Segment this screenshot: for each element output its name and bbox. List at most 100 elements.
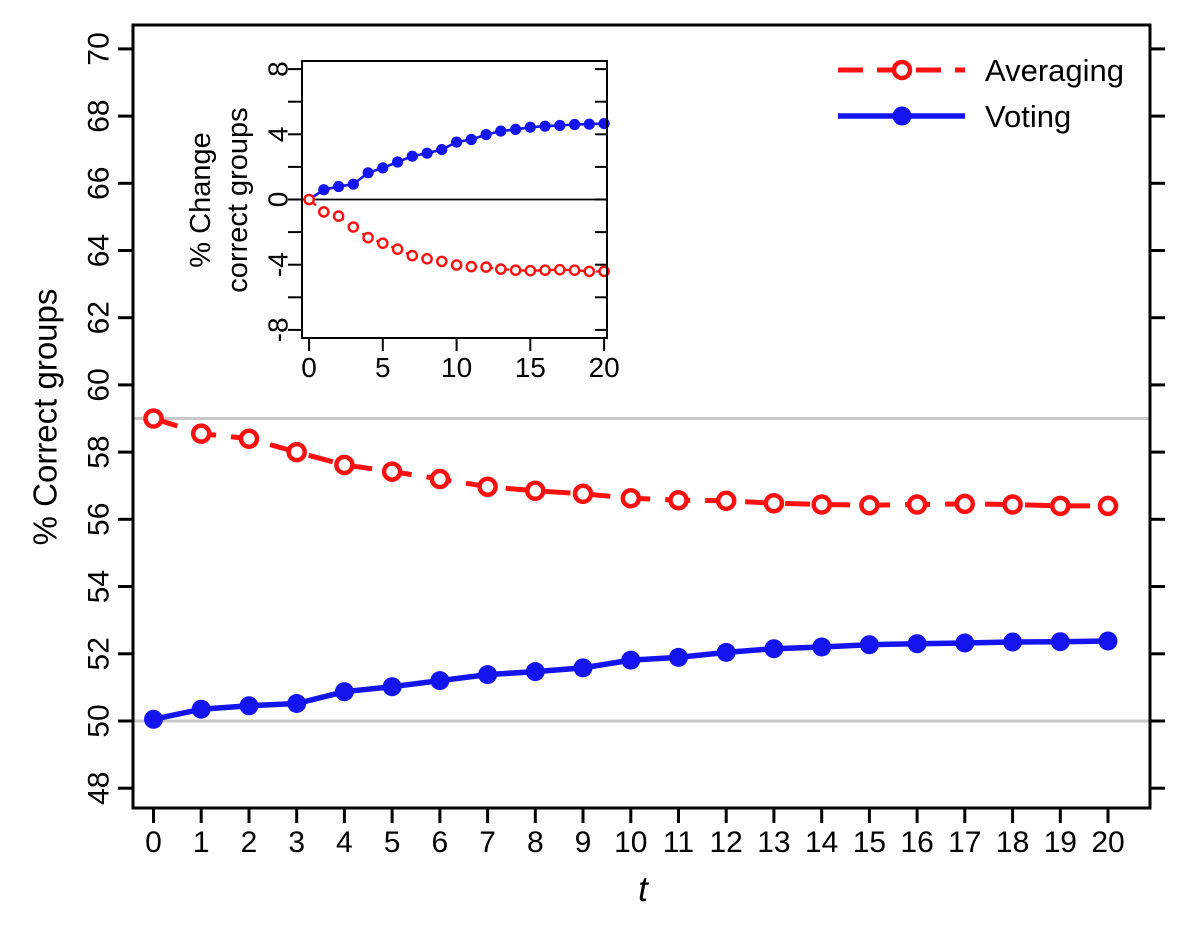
voting-marker bbox=[764, 639, 784, 659]
x-tick-label: 10 bbox=[614, 826, 647, 859]
averaging-marker bbox=[334, 454, 355, 476]
x-tick-label: 20 bbox=[1091, 826, 1124, 859]
y-tick-label: 48 bbox=[83, 772, 116, 805]
averaging-marker bbox=[715, 490, 737, 512]
inset-voting-marker bbox=[406, 150, 418, 162]
averaging-marker bbox=[1097, 495, 1119, 517]
voting-marker bbox=[1098, 631, 1118, 651]
inset-averaging-marker bbox=[509, 264, 522, 277]
voting-marker bbox=[573, 658, 593, 678]
averaging-marker bbox=[906, 494, 928, 515]
inset-voting-marker bbox=[539, 120, 551, 132]
averaging-marker bbox=[572, 483, 594, 505]
inset-voting-marker bbox=[377, 162, 389, 174]
x-tick-label: 15 bbox=[853, 826, 886, 859]
inset-averaging-marker bbox=[450, 259, 463, 271]
main-x-axis-title: t bbox=[638, 870, 649, 909]
x-tick-label: 16 bbox=[900, 826, 933, 859]
main-y-axis-title: % Correct groups bbox=[27, 289, 64, 546]
inset-x-tick-label: 5 bbox=[375, 352, 391, 383]
x-tick-label: 1 bbox=[193, 826, 210, 859]
legend: Averaging Voting bbox=[838, 53, 1124, 134]
inset-voting-marker bbox=[495, 125, 507, 137]
y-tick-label: 68 bbox=[83, 99, 116, 132]
inset-averaging-marker bbox=[435, 255, 448, 268]
voting-marker bbox=[669, 647, 688, 667]
inset-averaging-marker bbox=[376, 237, 389, 249]
voting-marker bbox=[621, 650, 641, 670]
inset-voting-marker bbox=[598, 118, 610, 130]
x-tick-label: 3 bbox=[288, 826, 305, 859]
inset-averaging-marker bbox=[347, 221, 360, 233]
x-tick-label: 14 bbox=[805, 826, 838, 859]
inset-averaging-marker bbox=[465, 260, 478, 273]
averaging-marker bbox=[381, 461, 403, 482]
main-reference-lines bbox=[133, 417, 1150, 723]
y-tick-label: 50 bbox=[83, 704, 116, 737]
inset-voting-marker bbox=[583, 118, 595, 130]
voting-marker bbox=[716, 642, 736, 662]
voting-marker bbox=[239, 696, 259, 716]
inset-x-tick-label: 15 bbox=[515, 352, 546, 383]
inset-averaging-marker bbox=[421, 252, 433, 265]
y-tick-label: 54 bbox=[83, 570, 116, 603]
averaging-marker bbox=[859, 494, 880, 516]
x-tick-label: 0 bbox=[145, 826, 162, 859]
averaging-marker bbox=[143, 408, 164, 429]
inset-averaging-marker bbox=[554, 263, 566, 276]
inset-y-axis-title-line2: correct groups bbox=[222, 107, 254, 292]
x-tick-label: 9 bbox=[575, 826, 592, 859]
averaging-marker bbox=[238, 428, 260, 449]
voting-marker bbox=[478, 665, 498, 685]
voting-marker bbox=[287, 694, 307, 713]
voting-marker bbox=[144, 709, 163, 729]
x-tick-label: 13 bbox=[757, 826, 790, 859]
main-plot-border bbox=[131, 23, 1152, 810]
inset-averaging-marker bbox=[317, 206, 330, 218]
inset-voting-marker bbox=[333, 180, 345, 193]
inset-averaging-marker bbox=[332, 210, 345, 222]
x-tick-label: 5 bbox=[384, 826, 401, 859]
inset-averaging-marker bbox=[568, 264, 581, 277]
inset-voting-marker bbox=[392, 156, 404, 168]
inset-averaging-marker bbox=[391, 243, 404, 255]
inset-voting-marker bbox=[480, 129, 492, 141]
inset-y-tick-label: 4 bbox=[263, 127, 294, 143]
inset-averaging-marker bbox=[480, 261, 492, 273]
inset-voting-marker bbox=[569, 118, 581, 131]
voting-marker bbox=[525, 662, 545, 682]
y-tick-label: 70 bbox=[83, 32, 116, 65]
inset-y-tick-label: 8 bbox=[263, 61, 294, 77]
voting-marker bbox=[907, 634, 927, 654]
y-tick-label: 62 bbox=[83, 301, 116, 334]
averaging-marker bbox=[1002, 494, 1023, 515]
inset-voting-marker bbox=[436, 144, 448, 156]
inset-averaging-marker bbox=[303, 193, 315, 206]
x-tick-label: 17 bbox=[948, 826, 981, 859]
inset-averaging-marker bbox=[406, 249, 419, 262]
x-tick-label: 6 bbox=[432, 826, 449, 859]
voting-marker bbox=[334, 682, 354, 702]
averaging-marker bbox=[763, 492, 785, 514]
averaging-marker bbox=[286, 441, 307, 463]
x-tick-label: 2 bbox=[241, 826, 258, 859]
voting-marker bbox=[382, 677, 402, 697]
main-series bbox=[143, 408, 1119, 729]
inset-x-tick-label: 20 bbox=[589, 352, 620, 383]
inset-voting-marker bbox=[318, 184, 330, 196]
y-tick-label: 60 bbox=[83, 368, 116, 401]
x-tick-label: 4 bbox=[336, 826, 353, 859]
inset-voting-marker bbox=[509, 123, 522, 135]
voting-marker bbox=[812, 637, 832, 657]
inset-averaging-marker bbox=[583, 265, 596, 278]
averaging-marker bbox=[811, 494, 832, 515]
x-tick-label: 12 bbox=[710, 826, 743, 859]
y-tick-label: 66 bbox=[83, 167, 116, 200]
x-tick-label: 11 bbox=[663, 826, 694, 859]
y-tick-label: 56 bbox=[83, 503, 116, 536]
averaging-marker bbox=[429, 468, 451, 490]
x-tick-label: 18 bbox=[996, 826, 1029, 859]
